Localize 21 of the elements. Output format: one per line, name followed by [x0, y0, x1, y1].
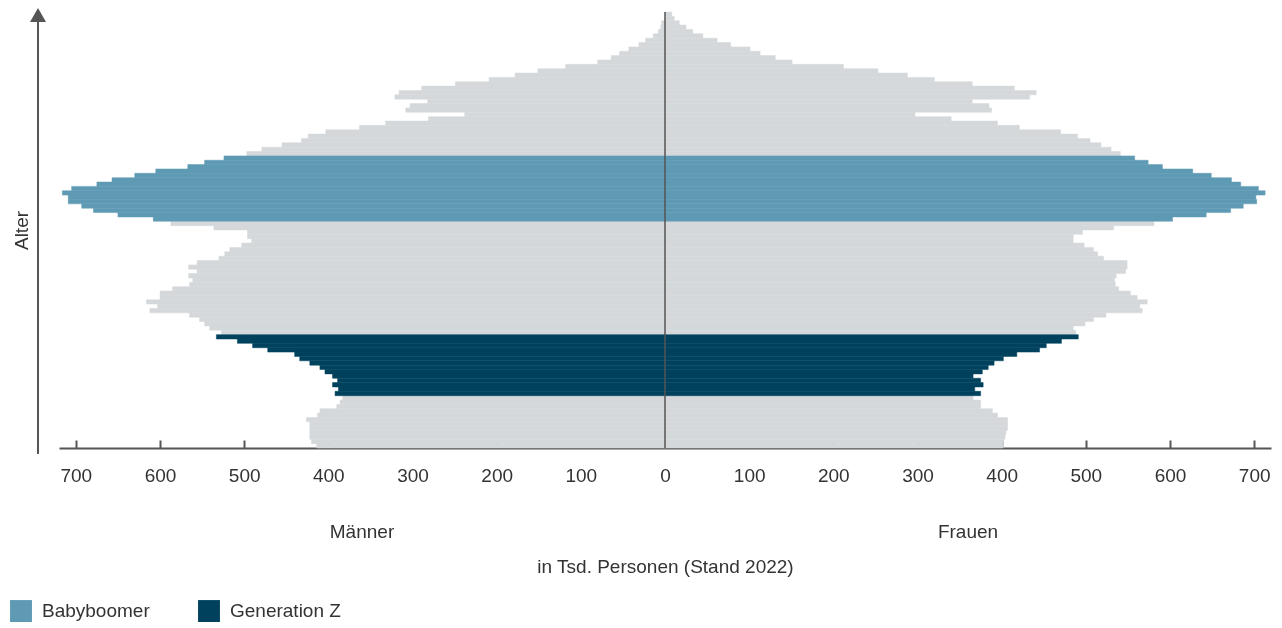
legend-label: Generation Z — [230, 600, 342, 622]
x-tick-label: 200 — [481, 464, 514, 486]
x-tick-label: 400 — [312, 464, 345, 486]
x-tick-label: 200 — [817, 464, 850, 486]
x-tick-label: 300 — [397, 464, 429, 486]
x-tick-label: 500 — [228, 464, 261, 486]
text: Männer — [329, 521, 395, 542]
text: Frauen — [937, 521, 999, 542]
x-tick-label: 300 — [902, 464, 934, 486]
x-tick-label: 500 — [1070, 464, 1103, 486]
legend-label: Babyboomer — [42, 600, 151, 622]
x-tick-label: 600 — [144, 464, 177, 486]
x-tick-label: 100 — [733, 464, 766, 486]
x-tick-label: 400 — [986, 464, 1019, 486]
x-tick-label: 0 — [660, 464, 671, 486]
x-tick-label: 100 — [565, 464, 598, 486]
x-tick-label: 600 — [1154, 464, 1187, 486]
x-tick-label: 700 — [1238, 464, 1271, 486]
x-axis-title: in Tsd. Personen (Stand 2022) — [537, 555, 794, 577]
y-axis-title: Alter — [10, 210, 32, 251]
x-tick-label: 700 — [60, 464, 93, 486]
